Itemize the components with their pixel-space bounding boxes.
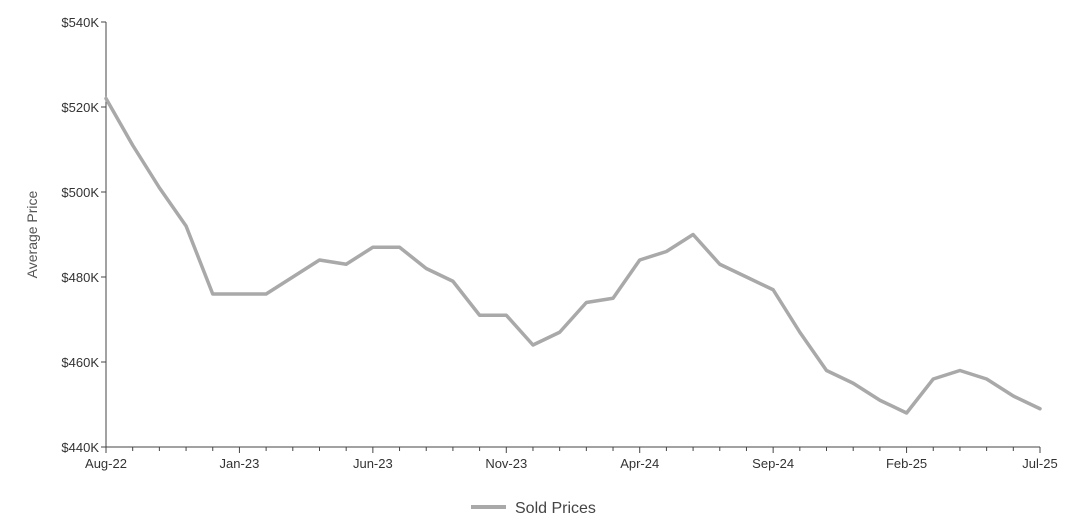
data-point [611, 297, 614, 300]
y-tick-label: $520K [61, 100, 99, 115]
data-point [585, 301, 588, 304]
x-tick-label: Jan-23 [220, 456, 260, 471]
x-tick-label: Nov-23 [485, 456, 527, 471]
y-axis: $440K $460K $480K $500K $520K $540K [61, 15, 107, 455]
legend: Sold Prices [471, 500, 596, 517]
x-tick-label: Apr-24 [620, 456, 659, 471]
y-tick-label: $440K [61, 440, 99, 455]
series-line-sold-prices [104, 96, 1042, 415]
data-point [291, 275, 294, 278]
data-point [798, 331, 801, 334]
y-axis-title: Average Price [24, 190, 40, 278]
data-point [1012, 394, 1015, 397]
data-point [345, 263, 348, 266]
legend-label-sold-prices: Sold Prices [515, 500, 596, 517]
y-tick-label: $540K [61, 15, 99, 30]
data-point [985, 377, 988, 380]
data-point [478, 314, 481, 317]
data-point [772, 288, 775, 291]
x-tick-label: Jun-23 [353, 456, 393, 471]
data-point [718, 263, 721, 266]
data-point [398, 246, 401, 249]
y-tick-label: $460K [61, 355, 99, 370]
data-point [451, 280, 454, 283]
data-point [265, 292, 268, 295]
data-point [131, 144, 134, 147]
y-tick-label: $480K [61, 270, 99, 285]
data-point [932, 377, 935, 380]
data-point [638, 258, 641, 261]
x-tick-label: Jul-25 [1022, 456, 1057, 471]
x-tick-label: Aug-22 [85, 456, 127, 471]
series-layer [104, 96, 1042, 415]
x-tick-label: Sep-24 [752, 456, 794, 471]
data-point [425, 267, 428, 270]
data-point [104, 97, 107, 100]
data-point [665, 250, 668, 253]
data-point [158, 186, 161, 189]
data-point [184, 224, 187, 227]
data-point [825, 369, 828, 372]
data-point [852, 382, 855, 385]
data-point [1038, 407, 1041, 410]
data-point [745, 275, 748, 278]
data-point [558, 331, 561, 334]
data-point [691, 233, 694, 236]
data-point [905, 411, 908, 414]
data-point [958, 369, 961, 372]
data-point [505, 314, 508, 317]
data-point [238, 292, 241, 295]
data-point [371, 246, 374, 249]
data-point [878, 399, 881, 402]
data-point [318, 258, 321, 261]
x-tick-label: Feb-25 [886, 456, 927, 471]
data-point [531, 343, 534, 346]
y-tick-label: $500K [61, 185, 99, 200]
data-point [211, 292, 214, 295]
x-axis: Aug-22 Jan-23 Jun-23 Nov-23 Apr-24 Sep-24 Feb-… [85, 446, 1058, 471]
